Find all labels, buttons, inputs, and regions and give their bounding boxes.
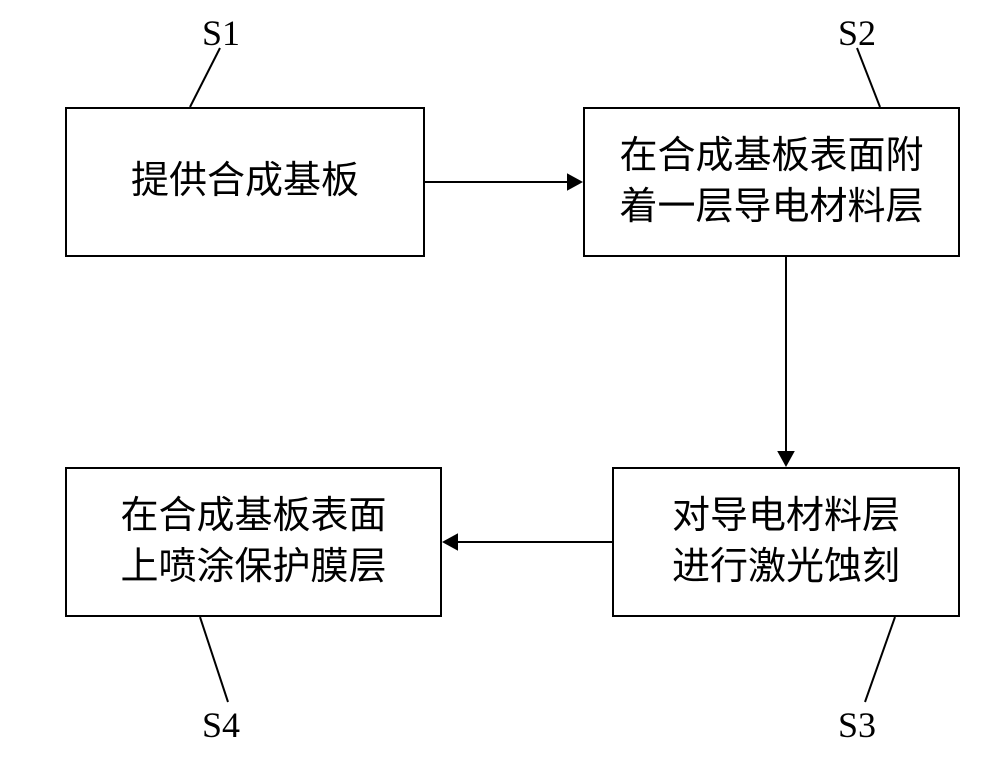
leader-s4 [200, 617, 228, 702]
flowchart-canvas: 提供合成基板 S1 在合成基板表面附 着一层导电材料层 S2 对导电材料层 进行… [0, 0, 1000, 757]
arrow-s3-s4 [442, 533, 612, 551]
leader-s2 [857, 48, 880, 107]
arrow-s2-s3 [777, 257, 795, 467]
leader-s3 [865, 617, 895, 702]
connector-layer [0, 0, 1000, 757]
arrow-s1-s2 [425, 173, 583, 191]
leader-s1 [190, 48, 220, 107]
